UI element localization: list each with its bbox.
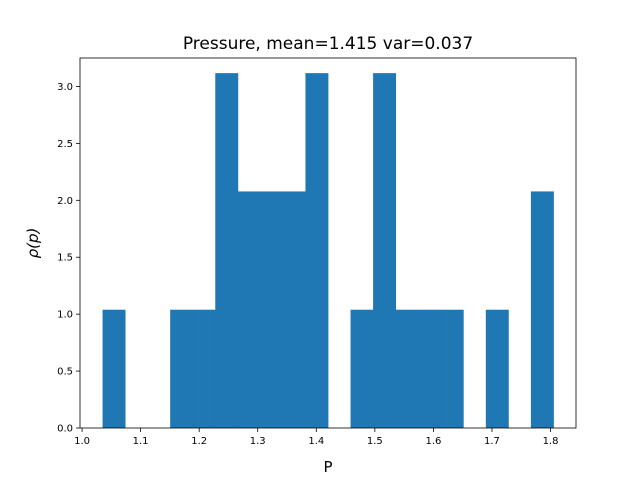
x-tick-label: 1.0	[74, 436, 90, 447]
histogram-bar	[418, 309, 442, 428]
x-tick-label: 1.2	[191, 436, 207, 447]
histogram-bar	[485, 309, 509, 428]
x-axis-ticks: 1.0 1.1 1.2 1.3 1.4 1.5 1.6 1.7 1.8	[74, 428, 558, 447]
y-tick-label: 0.0	[57, 424, 73, 435]
axes-frame	[79, 57, 577, 429]
histogram-bar	[192, 309, 216, 428]
histogram-bar	[530, 191, 554, 428]
histogram-bar	[170, 309, 194, 428]
x-tick-label: 1.1	[133, 436, 149, 447]
x-tick-label: 1.8	[543, 436, 559, 447]
y-tick-label: 2.5	[57, 139, 73, 150]
x-tick-label: 1.5	[367, 436, 383, 447]
histogram-bar	[215, 73, 239, 428]
histogram-bar	[102, 309, 126, 428]
x-tick-label: 1.6	[425, 436, 441, 447]
x-tick-label: 1.7	[484, 436, 500, 447]
chart-title: Pressure, mean=1.415 var=0.037	[183, 34, 473, 54]
y-axis-ticks: 0.0 0.5 1.0 1.5 2.0 2.5 3.0	[57, 82, 80, 435]
histogram-bar	[260, 191, 284, 428]
histogram-bar	[282, 191, 306, 428]
histogram-bar	[305, 73, 329, 428]
histogram-bar	[237, 191, 261, 428]
histogram-bar	[350, 309, 374, 428]
x-axis-label: P	[323, 458, 332, 476]
y-tick-label: 1.0	[57, 310, 73, 321]
histogram-bar	[373, 73, 397, 428]
y-tick-label: 2.0	[57, 196, 73, 207]
x-tick-label: 1.3	[250, 436, 266, 447]
y-tick-label: 1.5	[57, 253, 73, 264]
y-tick-label: 0.5	[57, 367, 73, 378]
x-tick-label: 1.4	[308, 436, 324, 447]
histogram-bar	[440, 309, 464, 428]
y-axis-label: ρ(p)	[24, 228, 42, 259]
y-tick-label: 3.0	[57, 82, 73, 93]
histogram-bar	[395, 309, 419, 428]
histogram-bars	[102, 73, 554, 428]
